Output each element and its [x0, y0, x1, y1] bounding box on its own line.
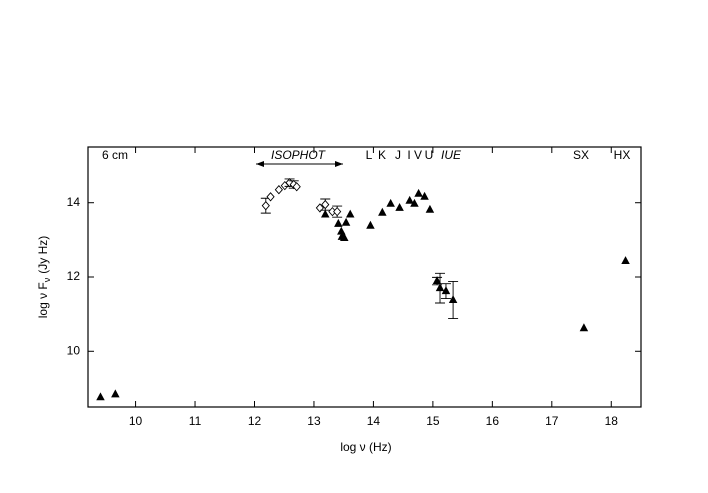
data-point [621, 256, 630, 264]
data-point [405, 195, 414, 204]
data-point [435, 283, 445, 292]
data-point [96, 392, 105, 401]
data-point [579, 323, 589, 332]
data-point [410, 198, 419, 207]
data-point [425, 204, 435, 213]
band-label: 6 cm [102, 148, 128, 162]
band-label: L [366, 148, 373, 162]
data-point [261, 201, 270, 211]
y-axis-label: log ν Fν (Jy Hz) [36, 236, 52, 319]
y-tick-label: 12 [67, 269, 81, 283]
data-point [395, 202, 404, 211]
data-point [432, 276, 442, 285]
y-tick-label: 10 [67, 343, 81, 357]
data-point [334, 218, 343, 227]
band-label: V [414, 148, 422, 162]
data-point [111, 389, 120, 398]
x-tick-label: 14 [367, 414, 381, 428]
data-point [341, 217, 351, 226]
data-point [448, 295, 458, 303]
x-tick-label: 13 [307, 414, 321, 428]
data-point [386, 198, 395, 207]
band-label: J [395, 148, 401, 162]
data-point [414, 188, 423, 197]
band-label: ISOPHOT [271, 148, 327, 162]
data-point [366, 220, 375, 229]
data-point [340, 233, 349, 241]
data-point [420, 191, 429, 200]
band-label: I [407, 148, 410, 162]
data-point [321, 209, 330, 218]
x-tick-label: 18 [605, 414, 619, 428]
band-label: SX [573, 148, 589, 162]
data-point [321, 199, 330, 210]
x-tick-label: 17 [545, 414, 559, 428]
x-tick-label: 16 [486, 414, 500, 428]
y-label-sub: ν [42, 277, 52, 282]
data-point [333, 206, 342, 217]
data-point [292, 182, 301, 192]
y-label-unit: (Jy Hz) [36, 236, 50, 274]
data-point [274, 185, 283, 195]
data-point [266, 192, 275, 202]
plot-frame [87, 146, 642, 408]
band-label: HX [614, 148, 631, 162]
data-point [378, 207, 387, 216]
y-label-main: log ν F [36, 282, 50, 318]
data-point [345, 209, 355, 218]
y-tick-label: 14 [67, 195, 81, 209]
x-tick-label: 10 [129, 414, 143, 428]
x-axis-label: log ν (Hz) [340, 440, 391, 454]
band-label: IUE [441, 148, 462, 162]
x-tick-label: 12 [248, 414, 262, 428]
x-tick-label: 15 [426, 414, 440, 428]
data-point [441, 286, 451, 295]
band-label: U [425, 148, 434, 162]
band-label: K [378, 148, 386, 162]
x-tick-label: 11 [189, 414, 202, 428]
